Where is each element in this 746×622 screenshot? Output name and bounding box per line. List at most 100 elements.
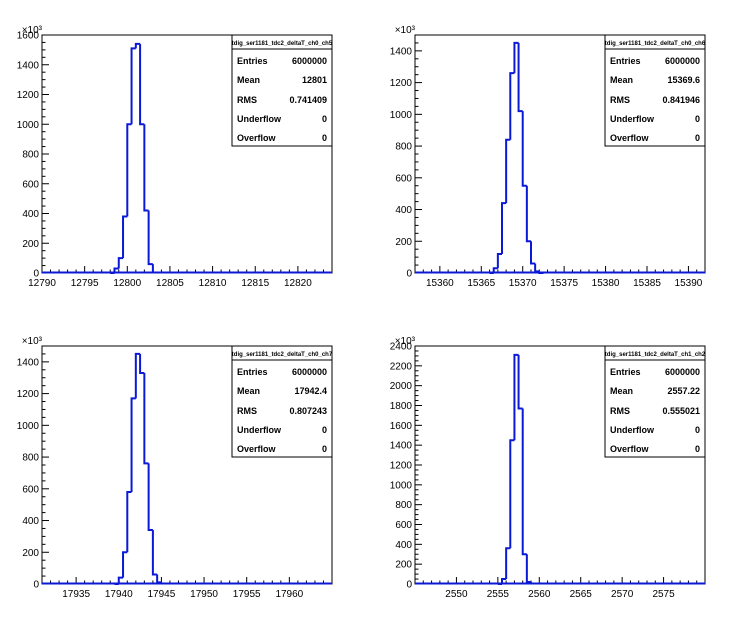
histogram-bin (143, 124, 149, 212)
y-tick-label: 0 (406, 269, 412, 280)
stats-title: tdig_ser1181_tdc2_deltaT_ch0_ch7 (232, 352, 333, 358)
x-tick-label: 2570 (611, 589, 634, 600)
histogram-panel-3: 17935 17940 17945 17950 17955 17960 0 200 400 600… (17, 336, 333, 600)
histogram-bin (156, 574, 162, 584)
x-tick-label: 15380 (592, 278, 620, 289)
histogram-bin (509, 439, 515, 549)
x-tick-label: 15365 (467, 278, 495, 289)
y-tick-label: 1400 (390, 441, 413, 452)
stats-mean-value: 15369.6 (667, 75, 700, 85)
stats-underflow-value: 0 (322, 425, 327, 435)
y-tick-label: 200 (22, 239, 39, 250)
stats-title: tdig_ser1181_tdc2_deltaT_ch0_ch6 (605, 41, 706, 47)
x-tick-label: 17940 (105, 589, 133, 600)
stats-mean-value: 12801 (302, 75, 327, 85)
histogram-bin (513, 353, 519, 441)
histogram-bin (151, 530, 158, 576)
stats-overflow-label: Overflow (610, 444, 650, 454)
x-tick-label: 17955 (233, 589, 261, 600)
stats-entries-value: 6000000 (292, 56, 327, 66)
stats-entries-label: Entries (237, 56, 268, 66)
y-tick-label: 800 (395, 142, 412, 153)
stats-underflow-label: Underflow (610, 425, 655, 435)
histogram-bin (130, 47, 136, 125)
stats-overflow-value: 0 (695, 444, 700, 454)
stats-underflow-value: 0 (322, 114, 327, 124)
histogram-bin (126, 123, 132, 217)
y-tick-label: 600 (395, 520, 412, 531)
histogram-bin (538, 271, 544, 274)
stats-overflow-value: 0 (322, 444, 327, 454)
x-tick-label: 15385 (633, 278, 661, 289)
stats-mean-value: 17942.4 (294, 386, 327, 396)
y-tick-label: 0 (33, 580, 39, 591)
x-tick-label: 2565 (570, 589, 593, 600)
y-tick-label: 800 (395, 500, 412, 511)
y-tick-label: 600 (22, 179, 39, 190)
histogram-bin (530, 241, 536, 265)
stats-mean-label: Mean (237, 75, 260, 85)
stats-box: tdig_ser1181_tdc2_deltaT_ch0_ch5 Entries… (231, 34, 333, 147)
histogram-bin (130, 397, 136, 492)
histogram-bin (122, 215, 128, 259)
histogram-bin (134, 352, 141, 399)
x-tick-label: 12795 (71, 278, 99, 289)
y-tick-label: 800 (22, 150, 39, 161)
histogram-bin (122, 551, 128, 578)
stats-overflow-value: 0 (322, 133, 327, 143)
histogram-bin (134, 42, 141, 49)
x-tick-label: 15375 (550, 278, 578, 289)
y-tick-label: 0 (406, 580, 412, 591)
histogram-panel-4: 2550 2555 2560 2565 2570 2575 0 200 400 600 800 100… (390, 336, 706, 600)
x-tick-label: 12805 (156, 278, 184, 289)
x-tick-label: 17945 (148, 589, 176, 600)
stats-mean-label: Mean (237, 386, 260, 396)
y-exponent-label: ×10³ (22, 25, 43, 36)
stats-underflow-label: Underflow (237, 425, 282, 435)
y-tick-label: 400 (22, 516, 39, 527)
histogram-panel-1: 12790 12795 12800 12805 12810 12815 12820 0 200 4… (17, 25, 333, 289)
y-tick-label: 0 (33, 269, 39, 280)
x-tick-label: 2560 (528, 589, 551, 600)
stats-entries-label: Entries (237, 367, 268, 377)
y-tick-label: 1200 (17, 90, 40, 101)
y-tick-label: 600 (22, 484, 39, 495)
stats-rms-value: 0.841946 (662, 95, 700, 105)
histogram-bin (534, 263, 540, 273)
histogram-bin (139, 353, 145, 374)
stats-box-frame (231, 34, 333, 147)
stats-rms-value: 0.555021 (662, 406, 700, 416)
stats-mean-label: Mean (610, 75, 633, 85)
stats-entries-value: 6000000 (292, 367, 327, 377)
stats-title: tdig_ser1181_tdc2_deltaT_ch1_ch2 (605, 352, 706, 358)
y-tick-label: 1200 (17, 389, 40, 400)
stats-overflow-label: Overflow (610, 133, 650, 143)
histogram-bin (147, 210, 153, 266)
y-tick-label: 400 (395, 205, 412, 216)
y-tick-label: 1000 (390, 480, 413, 491)
y-tick-label: 1600 (390, 421, 413, 432)
y-tick-label: 2000 (390, 381, 413, 392)
x-tick-label: 2575 (652, 589, 675, 600)
stats-overflow-label: Overflow (237, 133, 277, 143)
y-tick-label: 2400 (390, 342, 413, 353)
histogram-bin (505, 547, 511, 580)
y-tick-label: 400 (395, 540, 412, 551)
histogram-bin (139, 43, 145, 126)
y-exponent-label: ×10³ (395, 336, 416, 347)
y-exponent-label: ×10³ (395, 25, 416, 36)
y-tick-label: 400 (22, 209, 39, 220)
x-tick-label: 2550 (445, 589, 468, 600)
y-tick-label: 1400 (17, 60, 40, 71)
y-tick-label: 200 (395, 560, 412, 571)
y-tick-label: 1400 (17, 357, 40, 368)
y-tick-label: 2200 (390, 361, 413, 372)
x-tick-label: 17960 (275, 589, 303, 600)
histogram-bin (525, 554, 531, 584)
histogram-bin (126, 490, 132, 553)
histogram-bin (117, 257, 124, 269)
histogram-bin (501, 578, 507, 584)
stats-entries-value: 6000000 (665, 56, 700, 66)
histogram-bin (517, 354, 523, 410)
